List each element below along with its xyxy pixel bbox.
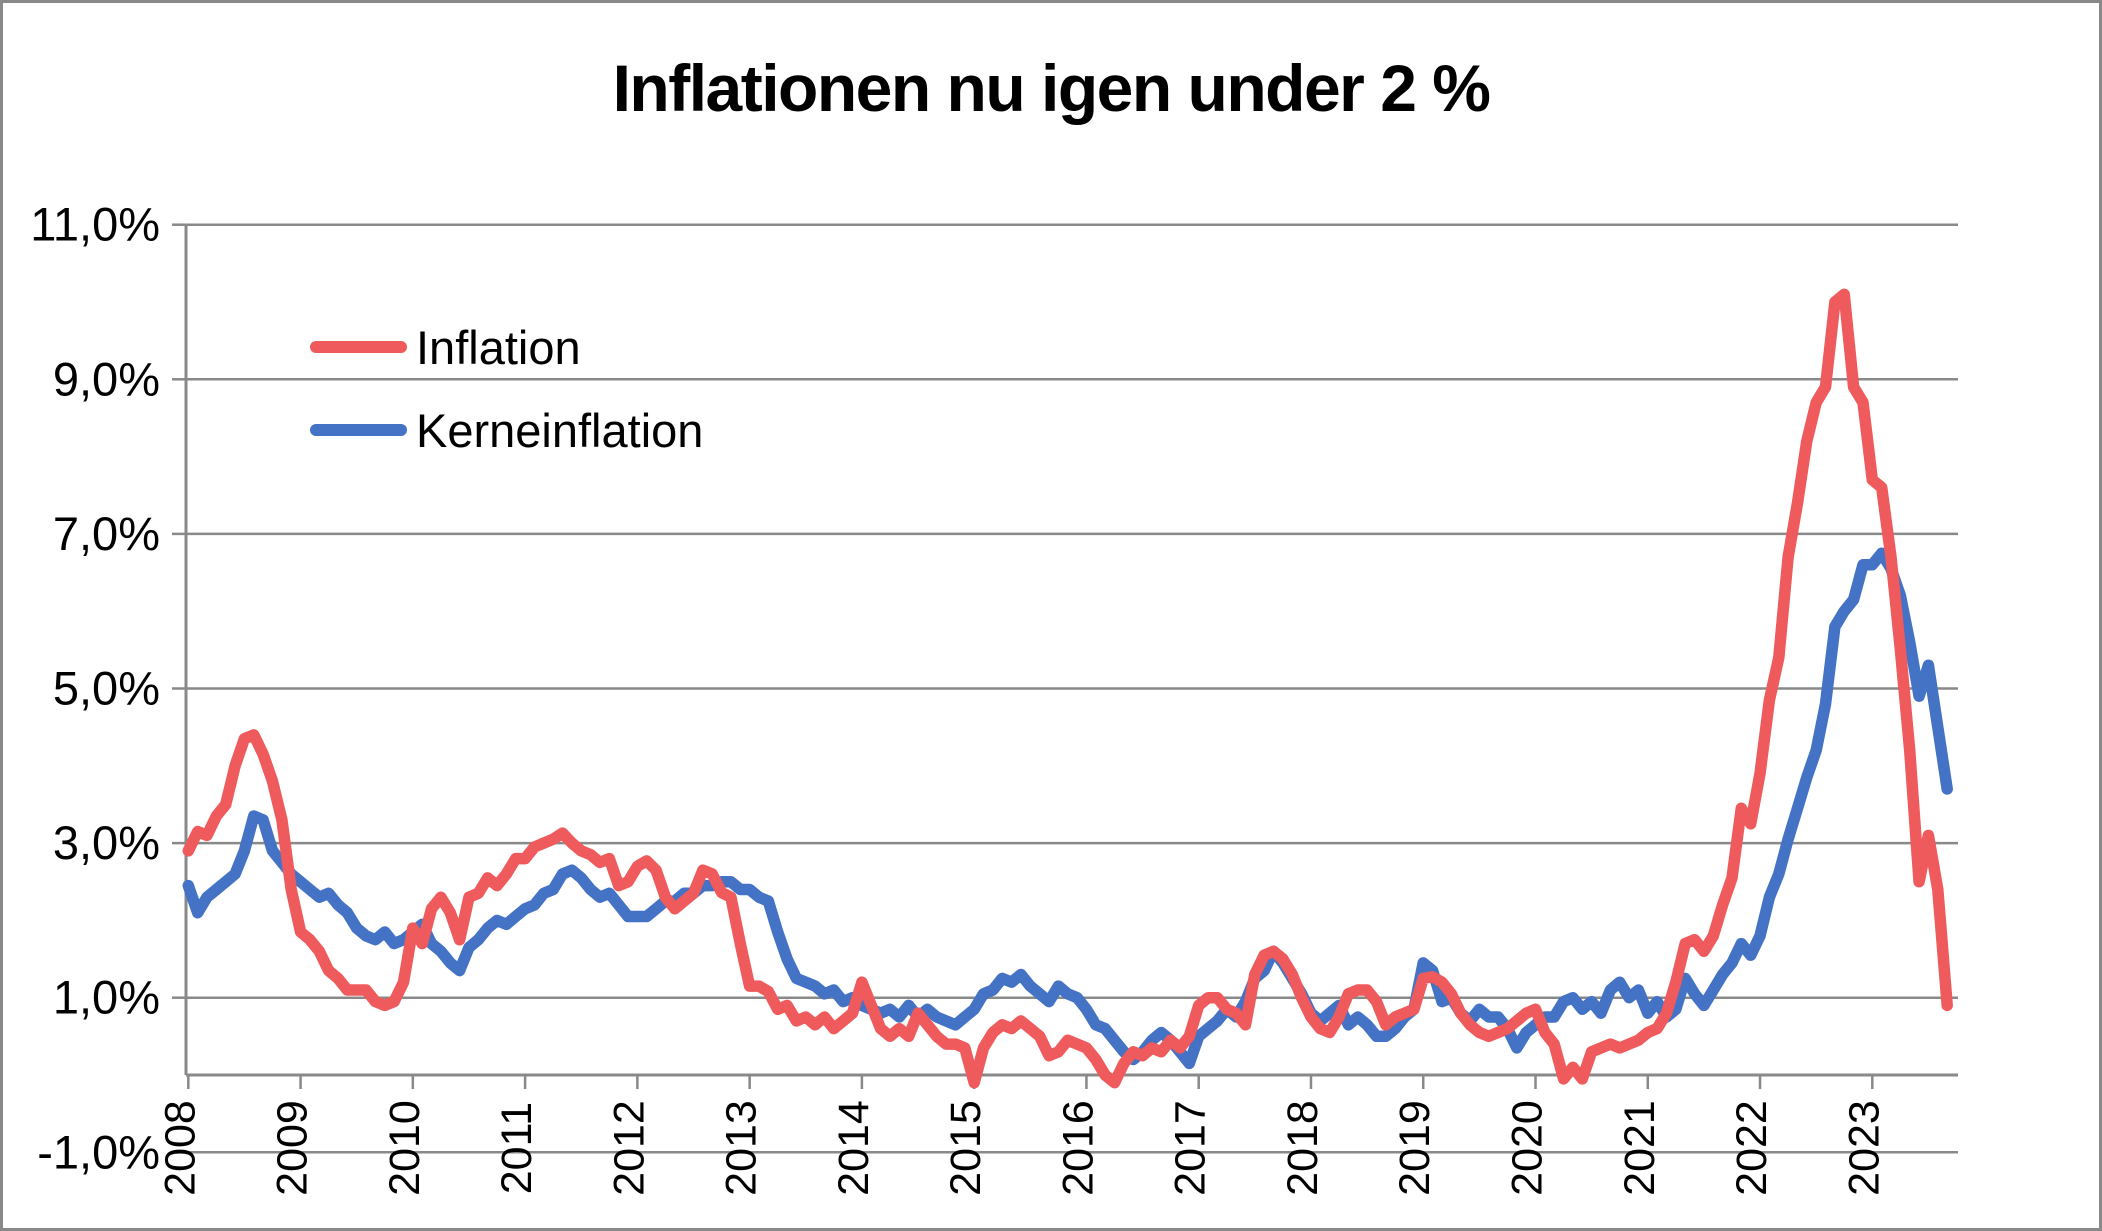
- inflation-series-line: [182, 288, 1953, 1089]
- x-axis-year-label: 2023: [1840, 1100, 1888, 1196]
- legend-item-kerneinflation: Kerneinflation: [310, 403, 704, 457]
- x-axis-year-label: 2019: [1391, 1100, 1439, 1196]
- y-axis-tick-label: 1,0%: [53, 971, 160, 1024]
- x-axis-year-label: 2008: [156, 1100, 204, 1196]
- kerneinflation-line-swatch: [310, 424, 407, 436]
- x-axis-year-label: 2014: [830, 1100, 878, 1196]
- x-axis-year-label: 2009: [269, 1100, 317, 1196]
- x-axis-year-label: 2018: [1279, 1100, 1327, 1196]
- x-axis-year-label: 2012: [605, 1100, 653, 1196]
- legend-label-kerneinflation: Kerneinflation: [416, 403, 704, 457]
- x-axis-year-label: 2021: [1616, 1100, 1664, 1196]
- y-axis-tick-label: 5,0%: [53, 662, 160, 715]
- y-axis-tick-label: 9,0%: [53, 352, 160, 405]
- x-axis-year-label: 2022: [1728, 1100, 1776, 1196]
- x-axis-year-label: 2013: [718, 1100, 766, 1196]
- y-axis-tick-label: 11,0%: [30, 198, 160, 251]
- x-axis-year-label: 2011: [493, 1102, 541, 1194]
- legend-label-inflation: Inflation: [416, 320, 581, 374]
- chart-title: Inflationen nu igen under 2 %: [612, 51, 1491, 125]
- y-axis-tick-label: 7,0%: [53, 507, 160, 560]
- x-axis-year-label: 2015: [942, 1100, 990, 1196]
- x-axis-year-label: 2020: [1504, 1100, 1552, 1196]
- x-axis-year-label: 2010: [381, 1100, 429, 1196]
- y-axis-tick-label: -1,0%: [37, 1125, 160, 1178]
- kerneinflation-series-line: [182, 547, 1953, 1070]
- inflation-line-swatch: [310, 341, 407, 353]
- x-axis-year-label: 2016: [1054, 1100, 1102, 1196]
- y-axis-tick-label: 3,0%: [53, 816, 160, 869]
- x-axis-year-label: 2017: [1167, 1100, 1215, 1196]
- legend-item-inflation: Inflation: [310, 320, 581, 374]
